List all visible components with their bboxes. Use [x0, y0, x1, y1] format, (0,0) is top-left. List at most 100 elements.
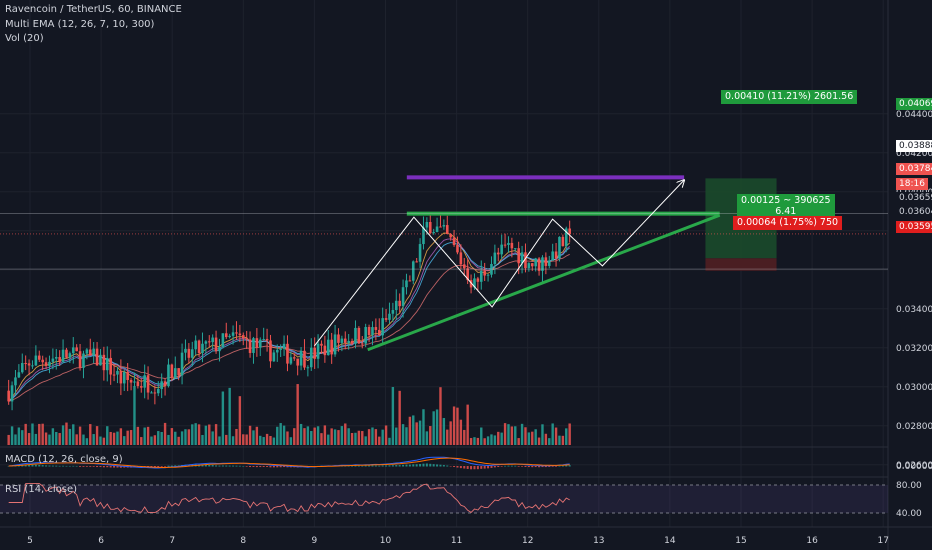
- macd-histogram-bar: [429, 463, 432, 467]
- volume-bar: [316, 426, 320, 445]
- candle-body: [425, 221, 429, 228]
- volume-bar: [48, 434, 51, 445]
- candle-body: [129, 380, 133, 383]
- candle-body: [381, 318, 384, 336]
- macd-histogram-bar: [504, 465, 507, 467]
- candle-body: [238, 333, 242, 336]
- volume-bar: [21, 430, 24, 445]
- macd-histogram-bar: [476, 466, 479, 470]
- macd-legend[interactable]: MACD (12, 26, close, 9): [5, 454, 123, 465]
- macd-histogram-bar: [470, 466, 473, 470]
- volume-bar: [361, 431, 364, 445]
- macd-histogram-bar: [415, 464, 418, 467]
- candle-body: [456, 245, 459, 253]
- resistance-price-tag: 0.03888: [896, 140, 932, 152]
- volume-bar: [378, 436, 381, 445]
- macd-histogram-bar: [272, 466, 275, 468]
- macd-histogram-bar: [82, 466, 85, 467]
- volume-bar: [534, 429, 537, 445]
- macd-signal-line: [8, 457, 570, 468]
- candle-body: [7, 390, 10, 402]
- candle-body: [377, 329, 381, 336]
- macd-histogram-bar: [259, 466, 262, 468]
- macd-histogram-bar: [218, 465, 221, 467]
- volume-bar: [561, 435, 565, 445]
- volume-bar: [565, 428, 568, 445]
- rsi-legend[interactable]: RSI (14, close): [5, 484, 78, 495]
- ema-legend[interactable]: Multi EMA (12, 26, 7, 10, 300): [5, 19, 155, 30]
- volume-bar: [92, 434, 95, 445]
- profit-label[interactable]: 0.00410 (11.21%) 2601.56: [721, 90, 858, 104]
- candle-body: [388, 313, 391, 320]
- candle-body: [524, 252, 527, 269]
- volume-bar: [439, 387, 442, 445]
- candle-body: [517, 248, 520, 264]
- candle-body: [445, 225, 449, 235]
- candle-body: [78, 351, 82, 368]
- candle-body: [394, 300, 398, 311]
- time-tick-label: 13: [593, 536, 604, 546]
- risk-reward-label[interactable]: 0.00125 ~ 390625 6.41: [737, 194, 835, 218]
- volume-bar: [503, 423, 507, 445]
- candle-body: [561, 236, 565, 247]
- volume-bar: [112, 432, 116, 445]
- volume-bar: [259, 435, 262, 445]
- candle-body: [75, 347, 78, 352]
- volume-bar: [82, 434, 85, 445]
- macd-histogram-bar: [459, 466, 462, 469]
- volume-bar: [106, 426, 109, 445]
- macd-histogram-bar: [65, 465, 68, 467]
- macd-histogram-bar: [68, 465, 71, 467]
- volume-bar: [102, 437, 106, 445]
- volume-bar: [262, 437, 265, 445]
- volume-bar: [194, 423, 197, 445]
- macd-histogram-bar: [497, 466, 500, 468]
- volume-bar: [157, 431, 160, 445]
- macd-histogram-bar: [531, 466, 534, 468]
- candle-body: [160, 381, 163, 390]
- volume-bar: [123, 436, 126, 445]
- volume-bar: [425, 431, 429, 445]
- macd-histogram-bar: [483, 466, 486, 469]
- volume-bar: [143, 427, 146, 445]
- candle-body: [65, 349, 68, 358]
- macd-histogram-bar: [361, 465, 364, 467]
- volume-bar: [167, 434, 170, 445]
- time-tick-label: 15: [735, 536, 746, 546]
- loss-label[interactable]: 0.00064 (1.75%) 750: [733, 216, 843, 230]
- volume-bar: [415, 422, 418, 445]
- candle-body: [323, 345, 327, 356]
- candle-body: [275, 349, 279, 353]
- candle-body: [347, 341, 350, 343]
- candle-body: [439, 226, 442, 228]
- macd-histogram-bar: [548, 466, 551, 467]
- candle-body: [180, 352, 184, 376]
- candle-body: [68, 353, 72, 358]
- macd-histogram-bar: [102, 466, 105, 468]
- volume-bar: [541, 424, 544, 445]
- macd-histogram-bar: [500, 466, 503, 467]
- candle-body: [201, 343, 204, 353]
- volume-bar: [24, 423, 27, 445]
- macd-histogram-bar: [89, 466, 92, 467]
- candle-body: [479, 270, 483, 282]
- loss-zone: [705, 258, 777, 271]
- candle-body: [435, 226, 439, 233]
- candle-body: [303, 350, 306, 368]
- ema-line: [8, 253, 570, 402]
- candle-body: [296, 358, 299, 366]
- macd-histogram-bar: [119, 466, 122, 468]
- macd-histogram-bar: [402, 464, 405, 467]
- volume-bar: [55, 432, 58, 445]
- candle-body: [473, 278, 476, 288]
- volume-bar: [500, 432, 503, 445]
- time-tick-label: 10: [380, 536, 392, 546]
- candle-body: [527, 263, 531, 269]
- volume-bar: [395, 427, 398, 445]
- price-tick-label: 0.02800: [896, 422, 932, 432]
- candle-body: [541, 257, 544, 271]
- target-price-tag: 0.04069: [896, 98, 932, 110]
- vol-legend[interactable]: Vol (20): [5, 33, 44, 44]
- macd-histogram-bar: [456, 466, 459, 468]
